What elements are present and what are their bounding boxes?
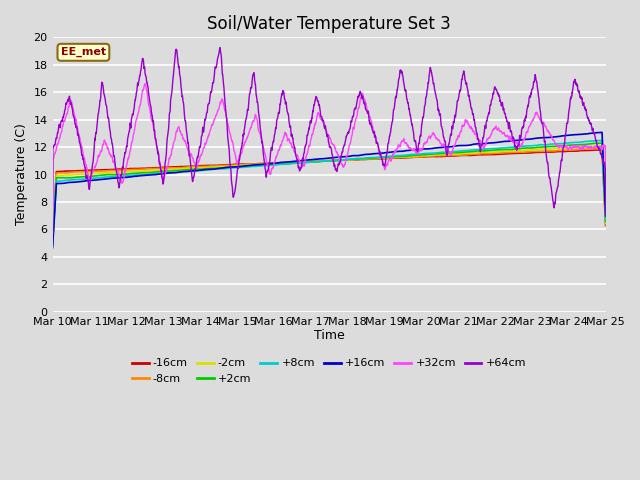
X-axis label: Time: Time (314, 329, 344, 342)
Text: EE_met: EE_met (61, 47, 106, 58)
Y-axis label: Temperature (C): Temperature (C) (15, 123, 28, 226)
Legend: -16cm, -8cm, -2cm, +2cm, +8cm, +16cm, +32cm, +64cm: -16cm, -8cm, -2cm, +2cm, +8cm, +16cm, +3… (127, 354, 531, 388)
Title: Soil/Water Temperature Set 3: Soil/Water Temperature Set 3 (207, 15, 451, 33)
